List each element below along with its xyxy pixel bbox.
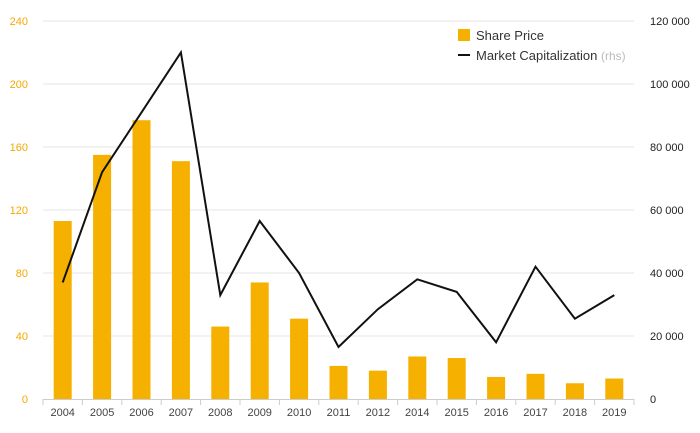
x-tick-label: 2006 — [129, 407, 153, 419]
x-tick-label: 2009 — [247, 407, 271, 419]
y-right-tick-label: 100 000 — [650, 79, 690, 91]
y-right-tick-label: 120 000 — [650, 16, 690, 28]
x-tick-label: 2019 — [602, 407, 626, 419]
x-tick-label: 2012 — [366, 407, 390, 419]
line-market-capitalization — [61, 49, 615, 349]
bar-share-price-2011 — [329, 365, 348, 399]
bar-share-price-2012 — [368, 370, 387, 399]
share-price-bars — [53, 120, 624, 399]
y-left-tick-label: 0 — [22, 394, 28, 406]
y-left-tick-label: 120 — [10, 205, 28, 217]
bar-share-price-2016 — [487, 376, 506, 399]
bar-share-price-2008 — [211, 326, 230, 399]
legend-note-rhs: (rhs) — [601, 49, 626, 63]
legend-swatch-share-price — [458, 29, 470, 41]
legend-label-share-price: Share Price — [476, 28, 544, 43]
y-left-tick-label: 40 — [16, 331, 28, 343]
x-tick-label: 2017 — [523, 407, 547, 419]
x-tick-label: 2016 — [484, 407, 508, 419]
y-right-tick-label: 80 000 — [650, 142, 684, 154]
bar-share-price-2019 — [605, 378, 624, 399]
y-left-tick-label: 80 — [16, 268, 28, 280]
x-tick-label: 2004 — [50, 407, 74, 419]
x-tick-label: 2014 — [405, 407, 429, 419]
bar-share-price-2006 — [132, 120, 151, 399]
bar-share-price-2014 — [408, 356, 427, 399]
bar-share-price-2017 — [526, 373, 545, 399]
bar-share-price-2004 — [53, 221, 72, 399]
x-tick-label: 2010 — [287, 407, 311, 419]
legend-label-market-cap: Market Capitalization (rhs) — [476, 48, 626, 63]
bar-share-price-2018 — [565, 383, 584, 399]
y-right-tick-label: 40 000 — [650, 268, 684, 280]
bar-share-price-2015 — [447, 358, 466, 399]
y-left-tick-label: 160 — [10, 142, 28, 154]
y-right-tick-label: 60 000 — [650, 205, 684, 217]
bar-share-price-2007 — [171, 161, 190, 399]
y-left-tick-label: 240 — [10, 16, 28, 28]
y-right-tick-label: 0 — [650, 394, 656, 406]
gridlines — [43, 20, 634, 337]
axes: 0 0 40 20 000 80 40 000 120 60 000 160 80 000 200 1… — [10, 16, 690, 419]
x-tick-label: 2011 — [327, 407, 351, 419]
bar-share-price-2009 — [250, 282, 269, 399]
market-cap-line — [61, 49, 615, 349]
x-tick-label: 2007 — [169, 407, 193, 419]
legend: Share Price Market Capitalization (rhs) — [458, 28, 626, 63]
x-tick-label: 2015 — [444, 407, 468, 419]
bar-share-price-2005 — [93, 154, 112, 399]
x-tick-label: 2018 — [563, 407, 587, 419]
y-left-tick-label: 200 — [10, 79, 28, 91]
bar-share-price-2010 — [290, 318, 309, 399]
y-right-tick-label: 20 000 — [650, 331, 684, 343]
x-tick-label: 2008 — [208, 407, 232, 419]
x-tick-label: 2005 — [90, 407, 114, 419]
